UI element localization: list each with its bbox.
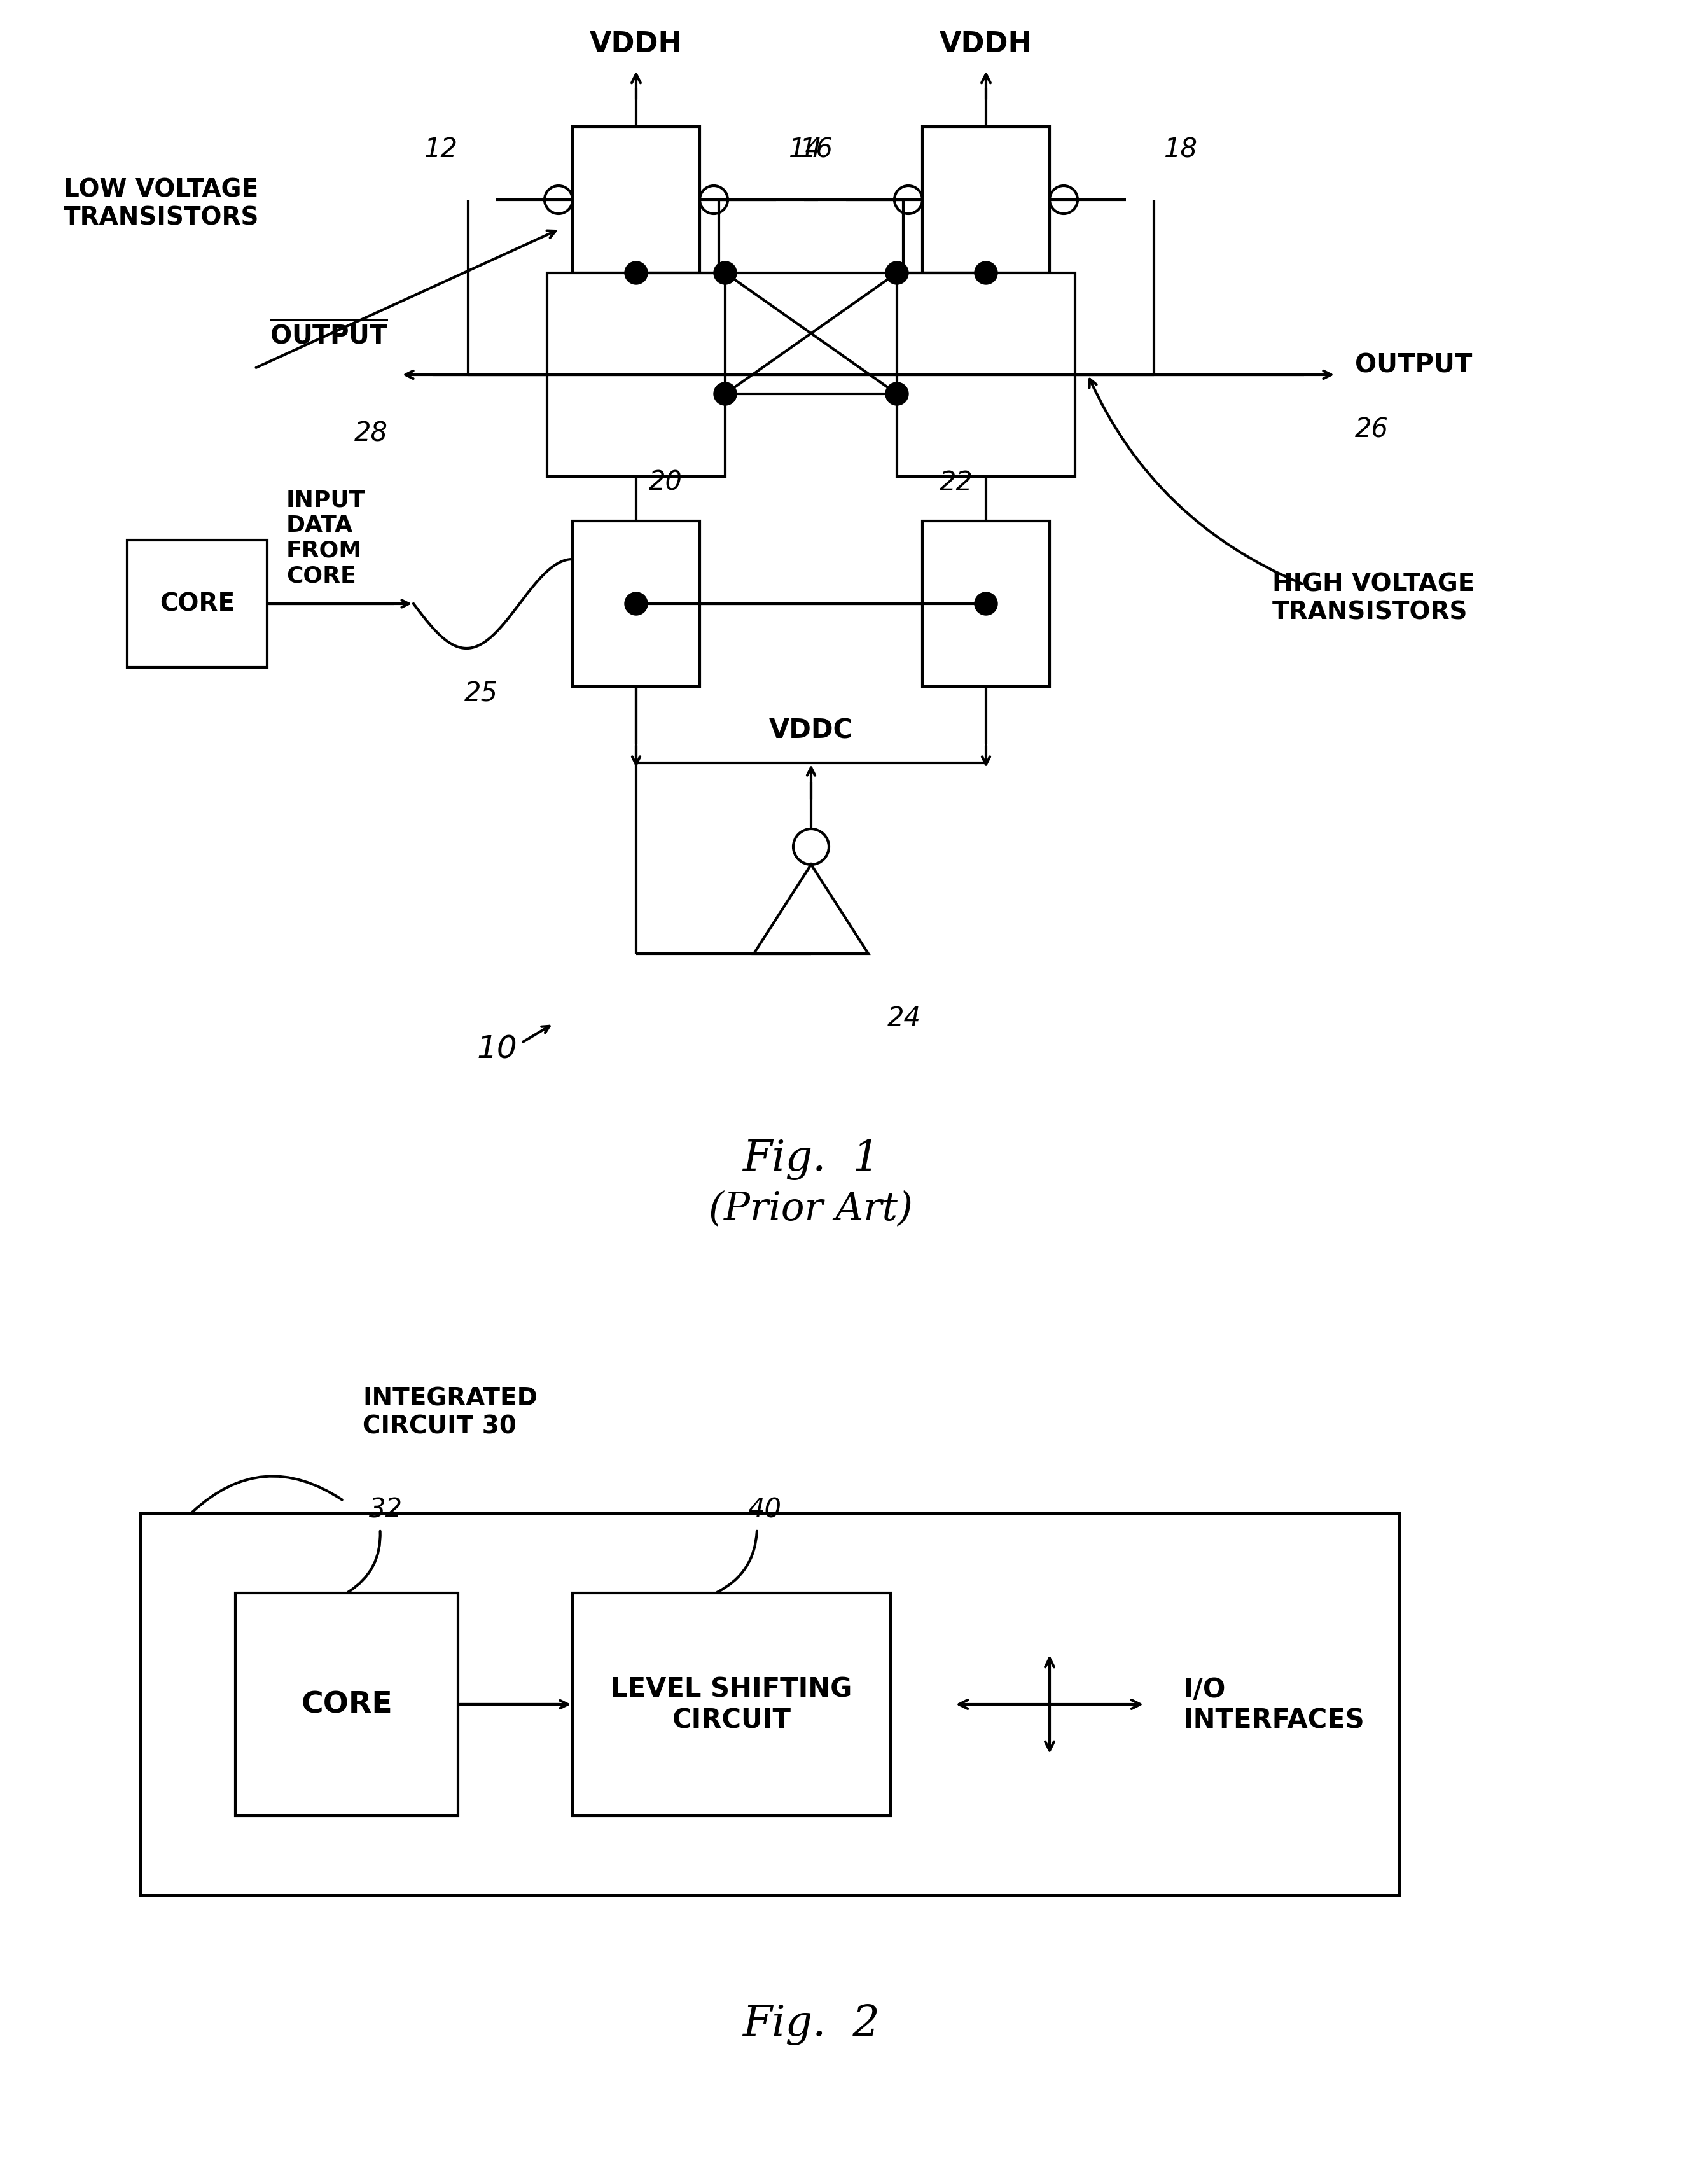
Text: INPUT
DATA
FROM
CORE: INPUT DATA FROM CORE <box>287 490 366 586</box>
Circle shape <box>885 383 909 405</box>
Text: Fig.  1: Fig. 1 <box>743 1139 880 1180</box>
Circle shape <box>885 261 909 285</box>
Text: 26: 26 <box>1354 416 1389 444</box>
Text: Fig.  2: Fig. 2 <box>743 2003 880 2044</box>
Text: 28: 28 <box>354 420 388 446</box>
Text: OUTPUT: OUTPUT <box>1354 353 1472 379</box>
Text: 12: 12 <box>424 137 458 163</box>
Text: 10: 10 <box>477 1034 518 1065</box>
Text: I/O
INTERFACES: I/O INTERFACES <box>1184 1676 1365 1733</box>
Circle shape <box>625 592 647 616</box>
Circle shape <box>975 261 997 285</box>
Text: VDDC: VDDC <box>769 718 852 745</box>
Circle shape <box>714 261 736 285</box>
Text: LEVEL SHIFTING
CIRCUIT: LEVEL SHIFTING CIRCUIT <box>611 1676 852 1733</box>
Text: 25: 25 <box>465 681 499 708</box>
Text: (Prior Art): (Prior Art) <box>709 1189 914 1228</box>
Circle shape <box>625 261 647 285</box>
Bar <box>140 1513 1399 1896</box>
Text: VDDH: VDDH <box>589 30 683 59</box>
Bar <box>922 126 1050 274</box>
Text: 40: 40 <box>748 1496 781 1524</box>
Polygon shape <box>753 864 868 954</box>
Bar <box>922 522 1050 688</box>
Text: INTEGRATED
CIRCUIT 30: INTEGRATED CIRCUIT 30 <box>362 1387 538 1439</box>
Text: HIGH VOLTAGE
TRANSISTORS: HIGH VOLTAGE TRANSISTORS <box>1272 573 1474 625</box>
Text: 32: 32 <box>369 1496 403 1524</box>
Text: CORE: CORE <box>301 1689 393 1720</box>
Text: 14: 14 <box>789 137 823 163</box>
Bar <box>236 1594 458 1816</box>
Text: VDDH: VDDH <box>939 30 1032 59</box>
Bar <box>126 540 266 668</box>
Text: CORE: CORE <box>159 592 234 616</box>
Bar <box>572 522 700 688</box>
Bar <box>572 126 700 274</box>
Text: 16: 16 <box>799 137 834 163</box>
Text: 22: 22 <box>939 470 974 496</box>
Circle shape <box>714 383 736 405</box>
Bar <box>572 1594 890 1816</box>
Bar <box>547 274 726 477</box>
Text: 20: 20 <box>649 470 683 496</box>
Text: 24: 24 <box>888 1006 921 1032</box>
Text: $\overline{\mathbf{OUTPUT}}$: $\overline{\mathbf{OUTPUT}}$ <box>270 322 388 350</box>
Circle shape <box>975 592 997 616</box>
Text: LOW VOLTAGE
TRANSISTORS: LOW VOLTAGE TRANSISTORS <box>63 179 260 231</box>
Bar <box>897 274 1074 477</box>
Text: 18: 18 <box>1165 137 1197 163</box>
